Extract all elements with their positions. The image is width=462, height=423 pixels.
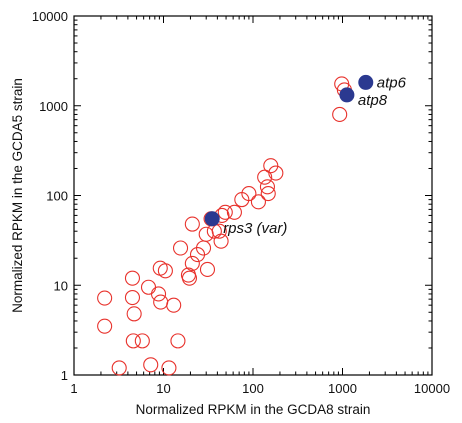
data-point [260, 186, 276, 202]
data-point [257, 169, 273, 185]
data-point [226, 204, 242, 220]
highlighted-point [358, 74, 374, 90]
data-point [153, 294, 169, 310]
x-tick-label: 10000 [414, 381, 450, 396]
data-point [263, 158, 279, 174]
data-point [124, 289, 141, 306]
data-point [134, 333, 150, 349]
data-point [332, 106, 348, 122]
x-axis-title: Normalized RPKM in the GCDA8 strain [136, 402, 371, 417]
highlighted-gene-series [204, 74, 374, 227]
data-point [199, 261, 216, 277]
data-point [125, 333, 141, 349]
data-point [97, 290, 113, 306]
x-tick-label: 1 [70, 381, 77, 396]
data-point [250, 194, 266, 210]
data-point [126, 306, 142, 322]
data-point [184, 216, 200, 232]
data-point [241, 186, 257, 202]
y-tick-label: 1000 [39, 99, 68, 114]
data-point [213, 233, 229, 249]
plot-frame [73, 15, 433, 376]
data-point [157, 263, 173, 279]
data-point [140, 279, 157, 295]
gene-label: atp6 [377, 74, 407, 91]
data-point [170, 333, 186, 349]
x-tick-label: 100 [242, 381, 264, 396]
data-point [111, 360, 127, 376]
highlighted-point [204, 211, 220, 227]
data-point [198, 226, 214, 242]
axis-tick-labels: 1 10 100 1000 10000 1 10 100 1000 10000 [32, 9, 450, 396]
data-point [259, 179, 275, 195]
data-point [217, 204, 233, 220]
highlighted-point [339, 87, 355, 103]
gene-label: rps3 (var) [223, 220, 287, 237]
open-circle-series [97, 76, 352, 376]
y-tick-label: 10 [54, 278, 68, 293]
data-point [211, 223, 227, 239]
data-point [124, 270, 141, 286]
x-tick-label: 1000 [328, 381, 357, 396]
data-point [143, 357, 159, 373]
data-point [150, 286, 167, 302]
data-point [172, 240, 189, 256]
y-tick-label: 100 [46, 189, 68, 204]
data-point [166, 297, 182, 313]
axis-ticks [73, 15, 433, 376]
data-point [184, 255, 200, 271]
data-point [161, 360, 177, 376]
y-axis-title: Normalized RPKM in the GCDA5 strain [10, 78, 25, 313]
x-tick-label: 10 [156, 381, 170, 396]
gene-label: atp8 [358, 92, 388, 109]
data-point [181, 270, 198, 286]
y-tick-label: 1 [61, 368, 68, 383]
data-point [97, 318, 113, 334]
data-point [268, 165, 284, 181]
y-tick-label: 10000 [32, 9, 68, 24]
